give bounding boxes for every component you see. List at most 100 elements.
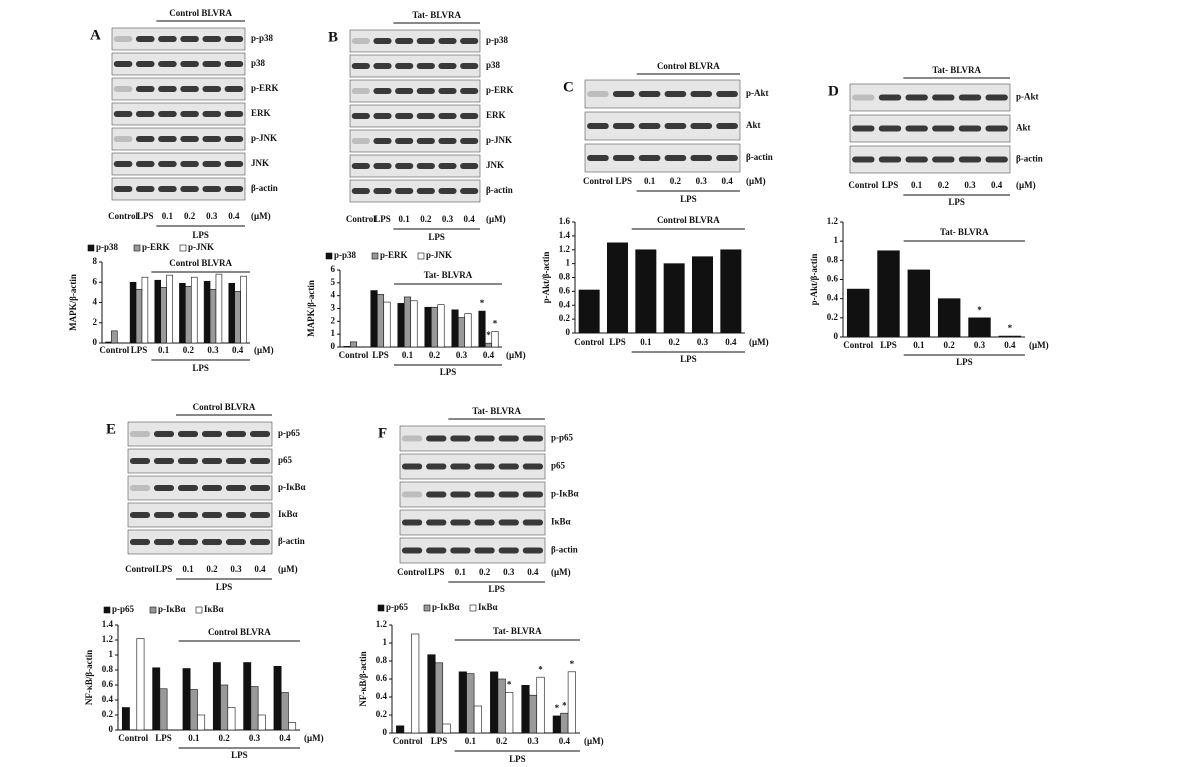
band: [225, 539, 247, 545]
band: [153, 485, 175, 491]
band: [474, 463, 495, 470]
band: [153, 431, 175, 437]
band: [153, 458, 175, 464]
y-tick-label: 0: [383, 727, 388, 737]
band: [373, 188, 392, 194]
row-label: p-JNK: [486, 135, 512, 145]
bar: [397, 303, 405, 348]
x-tick-label: 0.2: [429, 350, 441, 360]
band: [522, 547, 544, 554]
row-label: β-actin: [746, 152, 773, 162]
x-tick-label: 0.1: [158, 345, 170, 355]
bar: [491, 331, 499, 348]
band: [225, 512, 247, 518]
bar: [578, 289, 600, 334]
band: [395, 113, 414, 119]
bar: [179, 282, 186, 344]
group-label: LPS: [192, 363, 209, 373]
legend-label: p-JNK: [426, 250, 452, 260]
legend-swatch: [325, 252, 333, 260]
x-tick-label: Control: [393, 736, 423, 746]
y-tick-label: 5: [331, 277, 336, 287]
lane-label: 0.1: [911, 180, 923, 190]
bar: [212, 662, 221, 731]
x-tick-label: 0.3: [249, 733, 261, 743]
band: [438, 188, 457, 194]
bar: [484, 342, 493, 348]
bar: [343, 346, 351, 348]
unit-label: (μM): [746, 176, 766, 186]
band: [129, 485, 151, 491]
chart-header: Tat- BLVRA: [424, 270, 473, 280]
band: [180, 136, 199, 142]
band: [153, 539, 175, 545]
bar: [691, 256, 713, 334]
y-tick-label: 3: [331, 303, 336, 313]
y-tick-label: 6: [331, 264, 336, 274]
lane-label: 0.1: [182, 564, 194, 574]
unit-label: (μM): [584, 736, 604, 746]
annotation: *: [555, 703, 560, 713]
bar: [105, 341, 112, 344]
band: [180, 111, 199, 117]
x-tick-label: Control: [118, 733, 148, 743]
bar: [228, 282, 236, 344]
legend-swatch: [179, 244, 187, 252]
x-tick-label: 0.2: [669, 337, 681, 347]
bar: [215, 273, 223, 344]
row-label: p-p65: [278, 428, 301, 438]
band: [201, 458, 223, 464]
y-tick-label: 0.6: [376, 673, 388, 683]
x-tick-label: LPS: [431, 736, 448, 746]
band: [587, 155, 609, 161]
bar: [877, 250, 900, 338]
blot-strip: [127, 421, 273, 447]
legend-swatch: [371, 252, 379, 260]
y-tick-label: 0.4: [376, 691, 388, 701]
band: [373, 63, 392, 69]
band: [113, 61, 133, 67]
blot-strip: [349, 154, 481, 178]
band: [224, 136, 244, 142]
row-label: β-actin: [551, 545, 578, 555]
group-label: LPS: [216, 582, 233, 592]
band: [224, 86, 244, 92]
x-tick-label: 0.2: [219, 733, 231, 743]
band: [522, 491, 544, 498]
bar: [403, 296, 412, 348]
band: [177, 539, 199, 545]
lane-label: LPS: [137, 211, 154, 221]
x-tick-label: 0.1: [465, 736, 477, 746]
lane-label: 0.2: [206, 564, 218, 574]
blot-strip: [399, 481, 546, 508]
bar: [257, 714, 266, 731]
legend-label: p-JNK: [188, 242, 214, 252]
band: [958, 94, 982, 101]
band: [498, 547, 519, 554]
row-label: p-p65: [551, 433, 574, 443]
y-tick-label: 0.4: [827, 293, 839, 303]
x-tick-label: 0.3: [697, 337, 709, 347]
blot-strip: [349, 104, 481, 128]
band: [460, 38, 479, 44]
blot-header: Tat- BLVRA: [472, 406, 521, 416]
x-tick-label: 0.2: [944, 340, 956, 350]
legend-swatch: [103, 606, 111, 614]
band: [932, 125, 955, 132]
x-tick-label: LPS: [155, 733, 172, 743]
chart-header: Tat- BLVRA: [940, 227, 989, 237]
blot-strip: [849, 114, 1011, 143]
band: [401, 435, 423, 442]
band: [113, 36, 133, 42]
band: [438, 113, 457, 119]
band: [180, 61, 199, 67]
x-tick-label: 0.4: [1004, 340, 1016, 350]
x-tick-label: Control: [843, 340, 873, 350]
annotation: *: [562, 700, 567, 710]
band: [249, 512, 271, 518]
band: [498, 463, 519, 470]
lane-label: 0.3: [696, 176, 708, 186]
bar: [497, 678, 506, 734]
band: [395, 88, 414, 94]
band: [460, 113, 479, 119]
